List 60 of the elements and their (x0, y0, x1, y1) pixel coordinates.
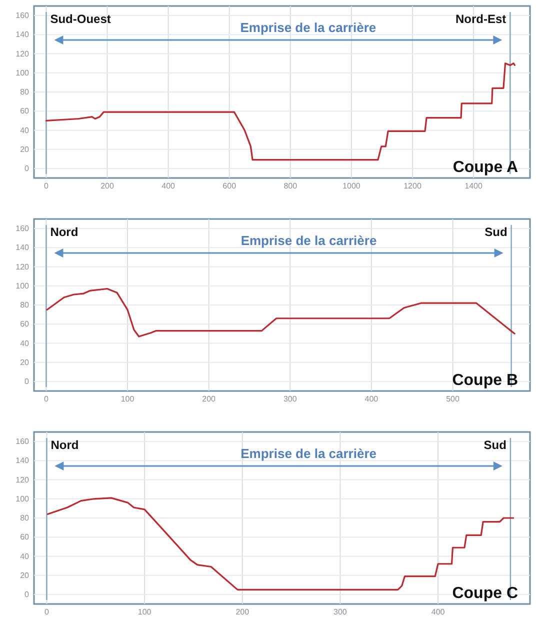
x-tick-label: 1200 (404, 182, 422, 191)
x-tick-label: 500 (446, 394, 460, 404)
x-tick-label: 1400 (464, 182, 483, 191)
y-tick-label: 80 (20, 300, 30, 310)
y-tick-label: 140 (16, 243, 30, 252)
y-tick-label: 120 (16, 475, 30, 484)
y-tick-label: 60 (20, 532, 30, 542)
text: Coupe C (452, 585, 518, 602)
x-tick-label: 100 (138, 608, 152, 617)
y-tick-label: 120 (16, 262, 30, 272)
annotation: Emprise de la carrière (240, 20, 376, 35)
x-tick-label: 800 (284, 182, 298, 191)
x-tick-label: 200 (202, 394, 216, 404)
line-series (45, 62, 516, 161)
annotation: Emprise de la carrière (240, 446, 377, 461)
x-tick-label: 400 (364, 394, 379, 404)
y-tick-label: 0 (24, 164, 30, 174)
x-tick-label: 300 (283, 394, 298, 404)
y-tick-label: 140 (16, 30, 30, 40)
x-tick-label: 400 (162, 182, 176, 191)
y-tick-label: 20 (20, 358, 30, 367)
y-tick-label: 160 (16, 11, 30, 20)
x-tick-label: 200 (236, 608, 250, 617)
x-tick-label: 600 (222, 182, 237, 191)
ref-line-label: Nord-Est (455, 12, 506, 26)
y-tick-label: 60 (20, 106, 30, 116)
x-tick-label: 0 (44, 182, 49, 191)
ref-line-label: Nord (50, 438, 79, 452)
x-tick-label: 200 (100, 182, 114, 191)
y-tick-label: 80 (20, 88, 30, 97)
x-tick-label: 100 (120, 394, 135, 404)
ref-line-label: Nord (50, 225, 78, 239)
y-tick-label: 100 (16, 68, 30, 78)
ref-line-label: Sud-Ouest (50, 12, 111, 26)
ref-line-label: Sud (484, 438, 506, 452)
y-tick-label: 20 (20, 570, 30, 580)
x-tick-label: 0 (44, 394, 49, 404)
annotation: Emprise de la carrière (240, 233, 377, 248)
y-tick-label: 120 (16, 49, 30, 58)
y-tick-label: 100 (16, 281, 30, 290)
x-tick-label: 0 (44, 608, 50, 617)
y-tick-label: 140 (16, 456, 30, 466)
y-tick-label: 160 (16, 224, 30, 234)
x-tick-label: 400 (431, 608, 446, 617)
ref-line-label: Sud (484, 225, 508, 239)
line-series (46, 288, 516, 338)
y-tick-label: 40 (20, 552, 30, 561)
y-tick-label: 60 (20, 320, 30, 329)
y-tick-label: 20 (20, 144, 30, 154)
y-tick-label: 80 (20, 514, 30, 523)
y-tick-label: 160 (16, 437, 30, 446)
x-tick-label: 1000 (342, 182, 361, 191)
y-tick-label: 0 (24, 590, 30, 600)
y-tick-label: 100 (16, 494, 30, 504)
text: Coupe B (452, 372, 518, 389)
y-tick-label: 40 (20, 126, 30, 135)
text: Coupe A (452, 159, 518, 176)
x-tick-label: 300 (334, 608, 348, 617)
y-tick-label: 0 (24, 377, 30, 386)
y-tick-label: 40 (20, 338, 30, 348)
